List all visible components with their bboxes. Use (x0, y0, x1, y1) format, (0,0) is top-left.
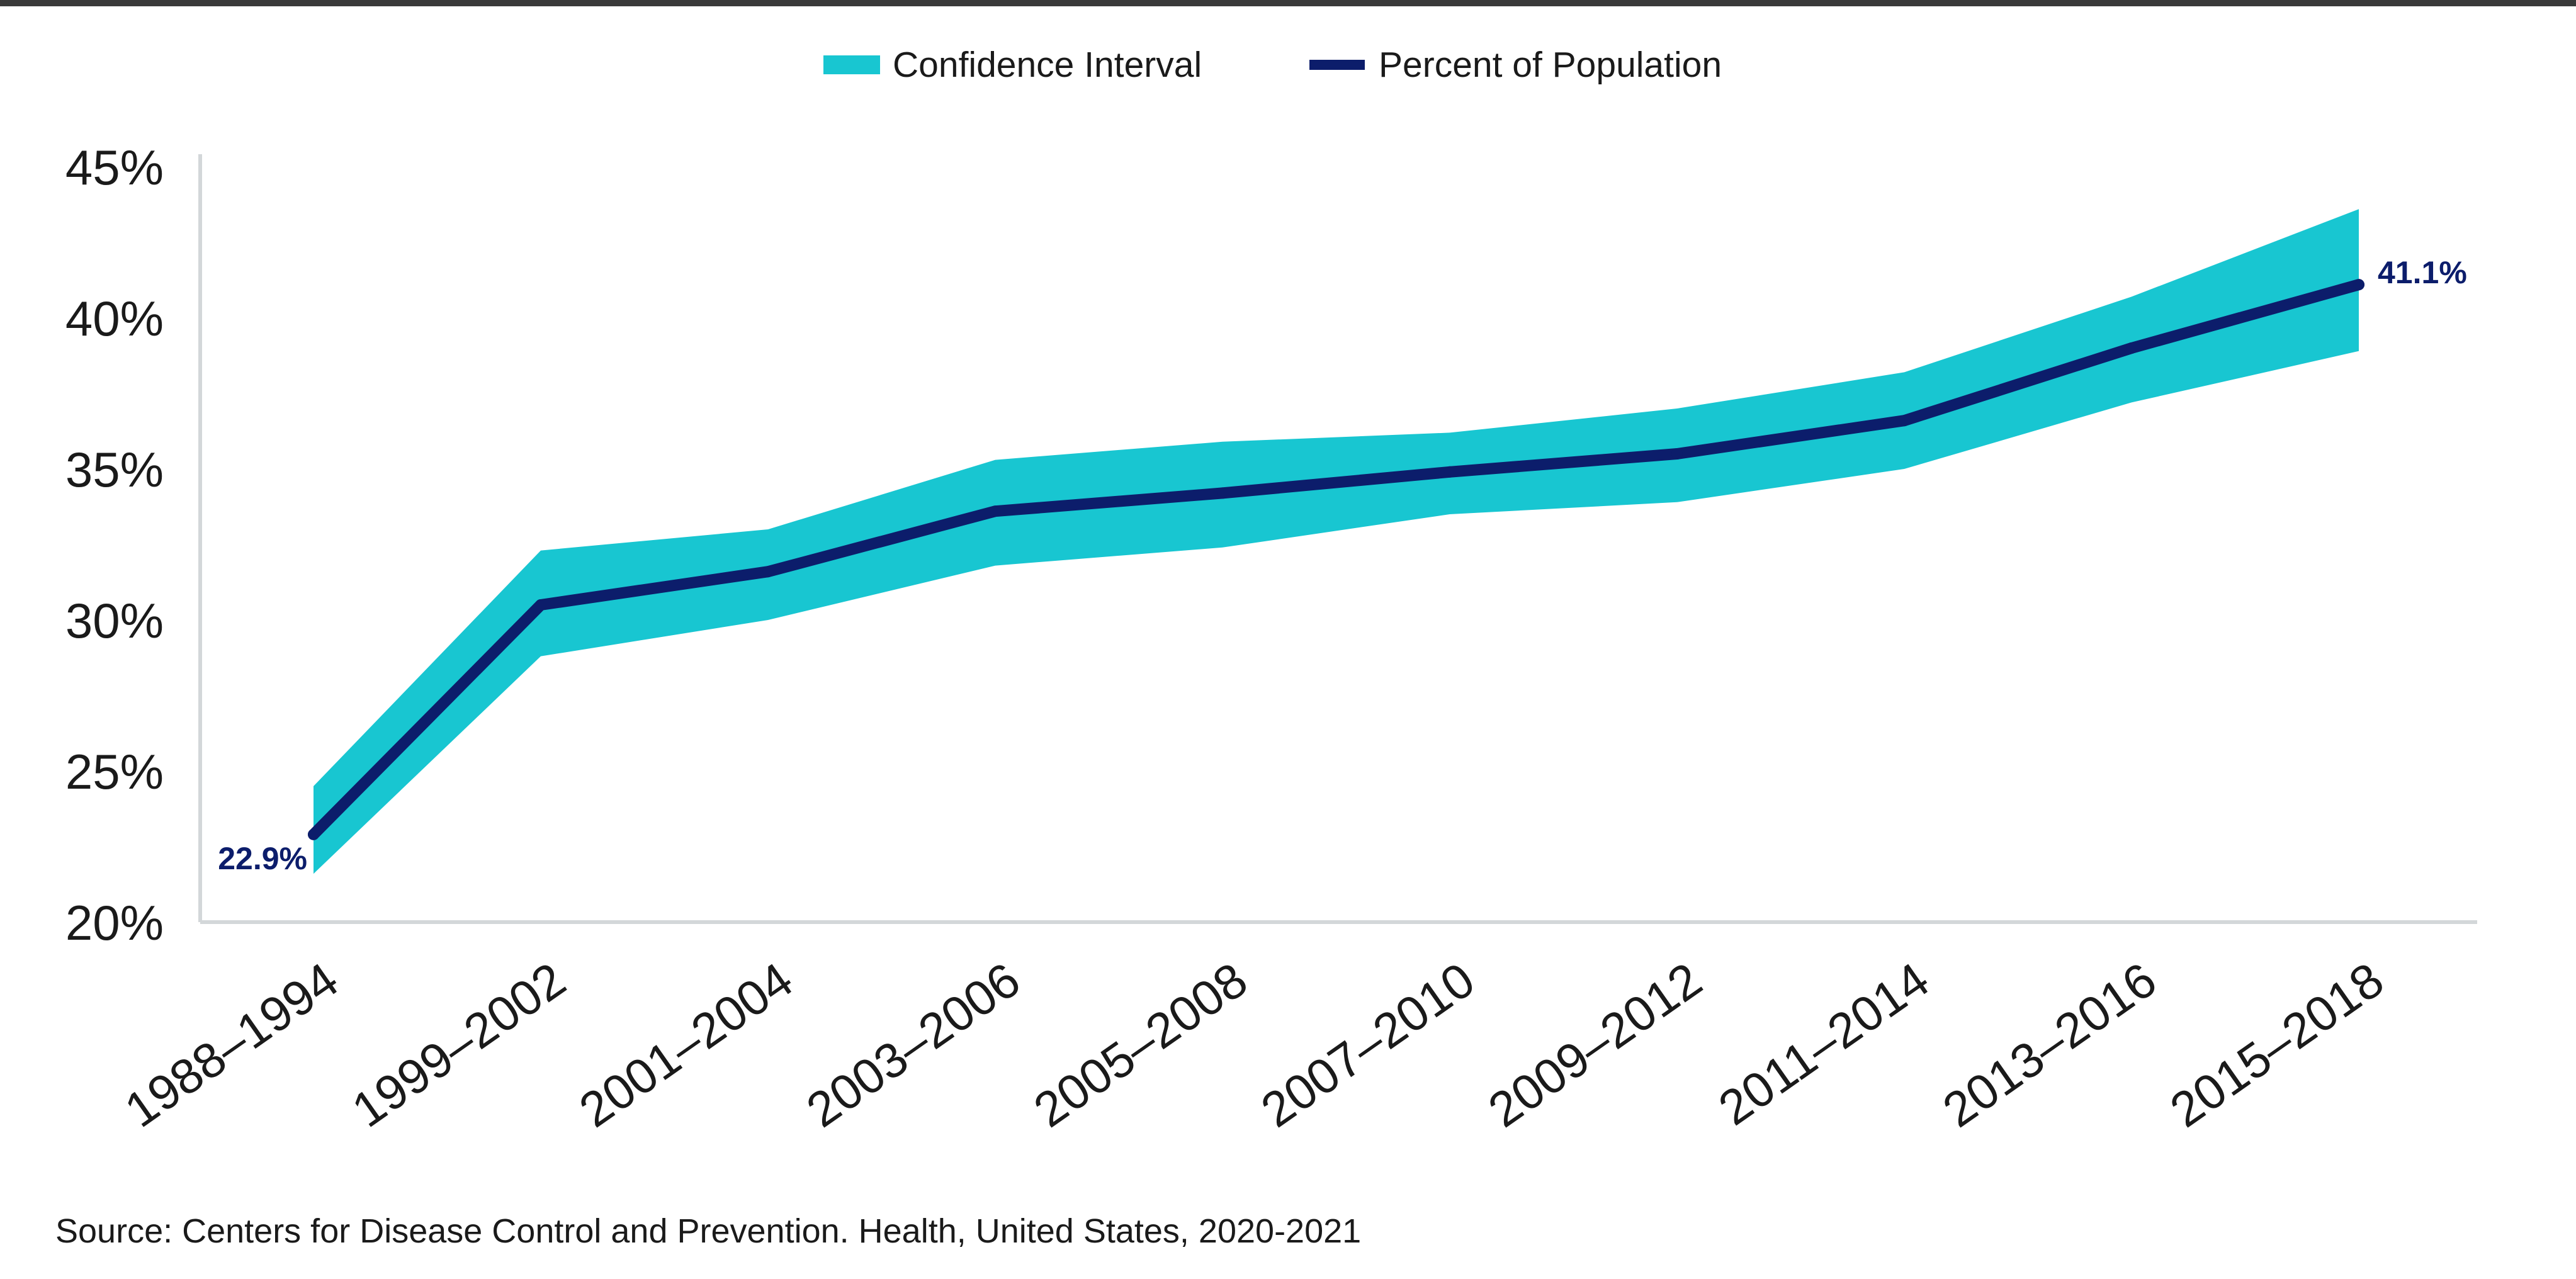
x-tick-label-0: 1988–1994 (115, 952, 347, 1138)
axes: 20% 25% 30% 35% 40% 45% 1988–19941999–20022001… (65, 140, 2477, 1138)
x-tick-label-3: 2003–2006 (796, 952, 1029, 1138)
y-tick-label-20: 20% (65, 895, 164, 950)
data-point-9 (2353, 279, 2364, 291)
legend: Confidence Interval Percent of Populatio… (823, 45, 1722, 85)
data-point-7 (1899, 415, 1910, 427)
y-tick-label-40: 40% (65, 291, 164, 346)
legend-label-percent-of-population: Percent of Population (1379, 45, 1722, 85)
x-tick-label-9: 2015–2018 (2160, 952, 2393, 1138)
x-tick-label-1: 1999–2002 (342, 952, 575, 1138)
data-point-8 (2126, 342, 2137, 354)
legend-swatch-percent-of-population (1309, 60, 1365, 70)
legend-swatch-confidence-interval (823, 55, 880, 74)
data-label-0: 22.9% (218, 841, 307, 876)
x-tick-label-7: 2011–2014 (1709, 952, 1939, 1136)
data-point-1 (535, 599, 546, 611)
x-tick-label-5: 2007–2010 (1251, 952, 1484, 1138)
window-top-border (0, 0, 2576, 6)
data-point-0 (308, 828, 319, 840)
x-tick-label-2: 2001–2004 (569, 952, 802, 1138)
x-tick-label-6: 2009–2012 (1478, 952, 1711, 1138)
data-point-4 (1217, 487, 1228, 499)
confidence-interval-band (314, 209, 2359, 874)
y-tick-label-25: 25% (65, 744, 164, 799)
y-tick-label-35: 35% (65, 442, 164, 497)
x-tick-label-8: 2013–2016 (1933, 952, 2166, 1138)
x-tick-label-4: 2005–2008 (1024, 952, 1257, 1138)
source-note: Source: Centers for Disease Control and … (55, 1212, 1362, 1250)
y-tick-label-45: 45% (65, 140, 164, 195)
series-line-percent-of-population (308, 279, 2364, 840)
y-tick-label-30: 30% (65, 593, 164, 648)
data-point-6 (1671, 448, 1683, 459)
data-point-5 (1444, 466, 1455, 478)
plot-area: 22.9% 41.1% (218, 209, 2467, 876)
data-point-2 (762, 566, 774, 578)
data-point-3 (990, 505, 1001, 517)
legend-label-confidence-interval: Confidence Interval (893, 45, 1202, 85)
data-label-9: 41.1% (2378, 255, 2467, 290)
